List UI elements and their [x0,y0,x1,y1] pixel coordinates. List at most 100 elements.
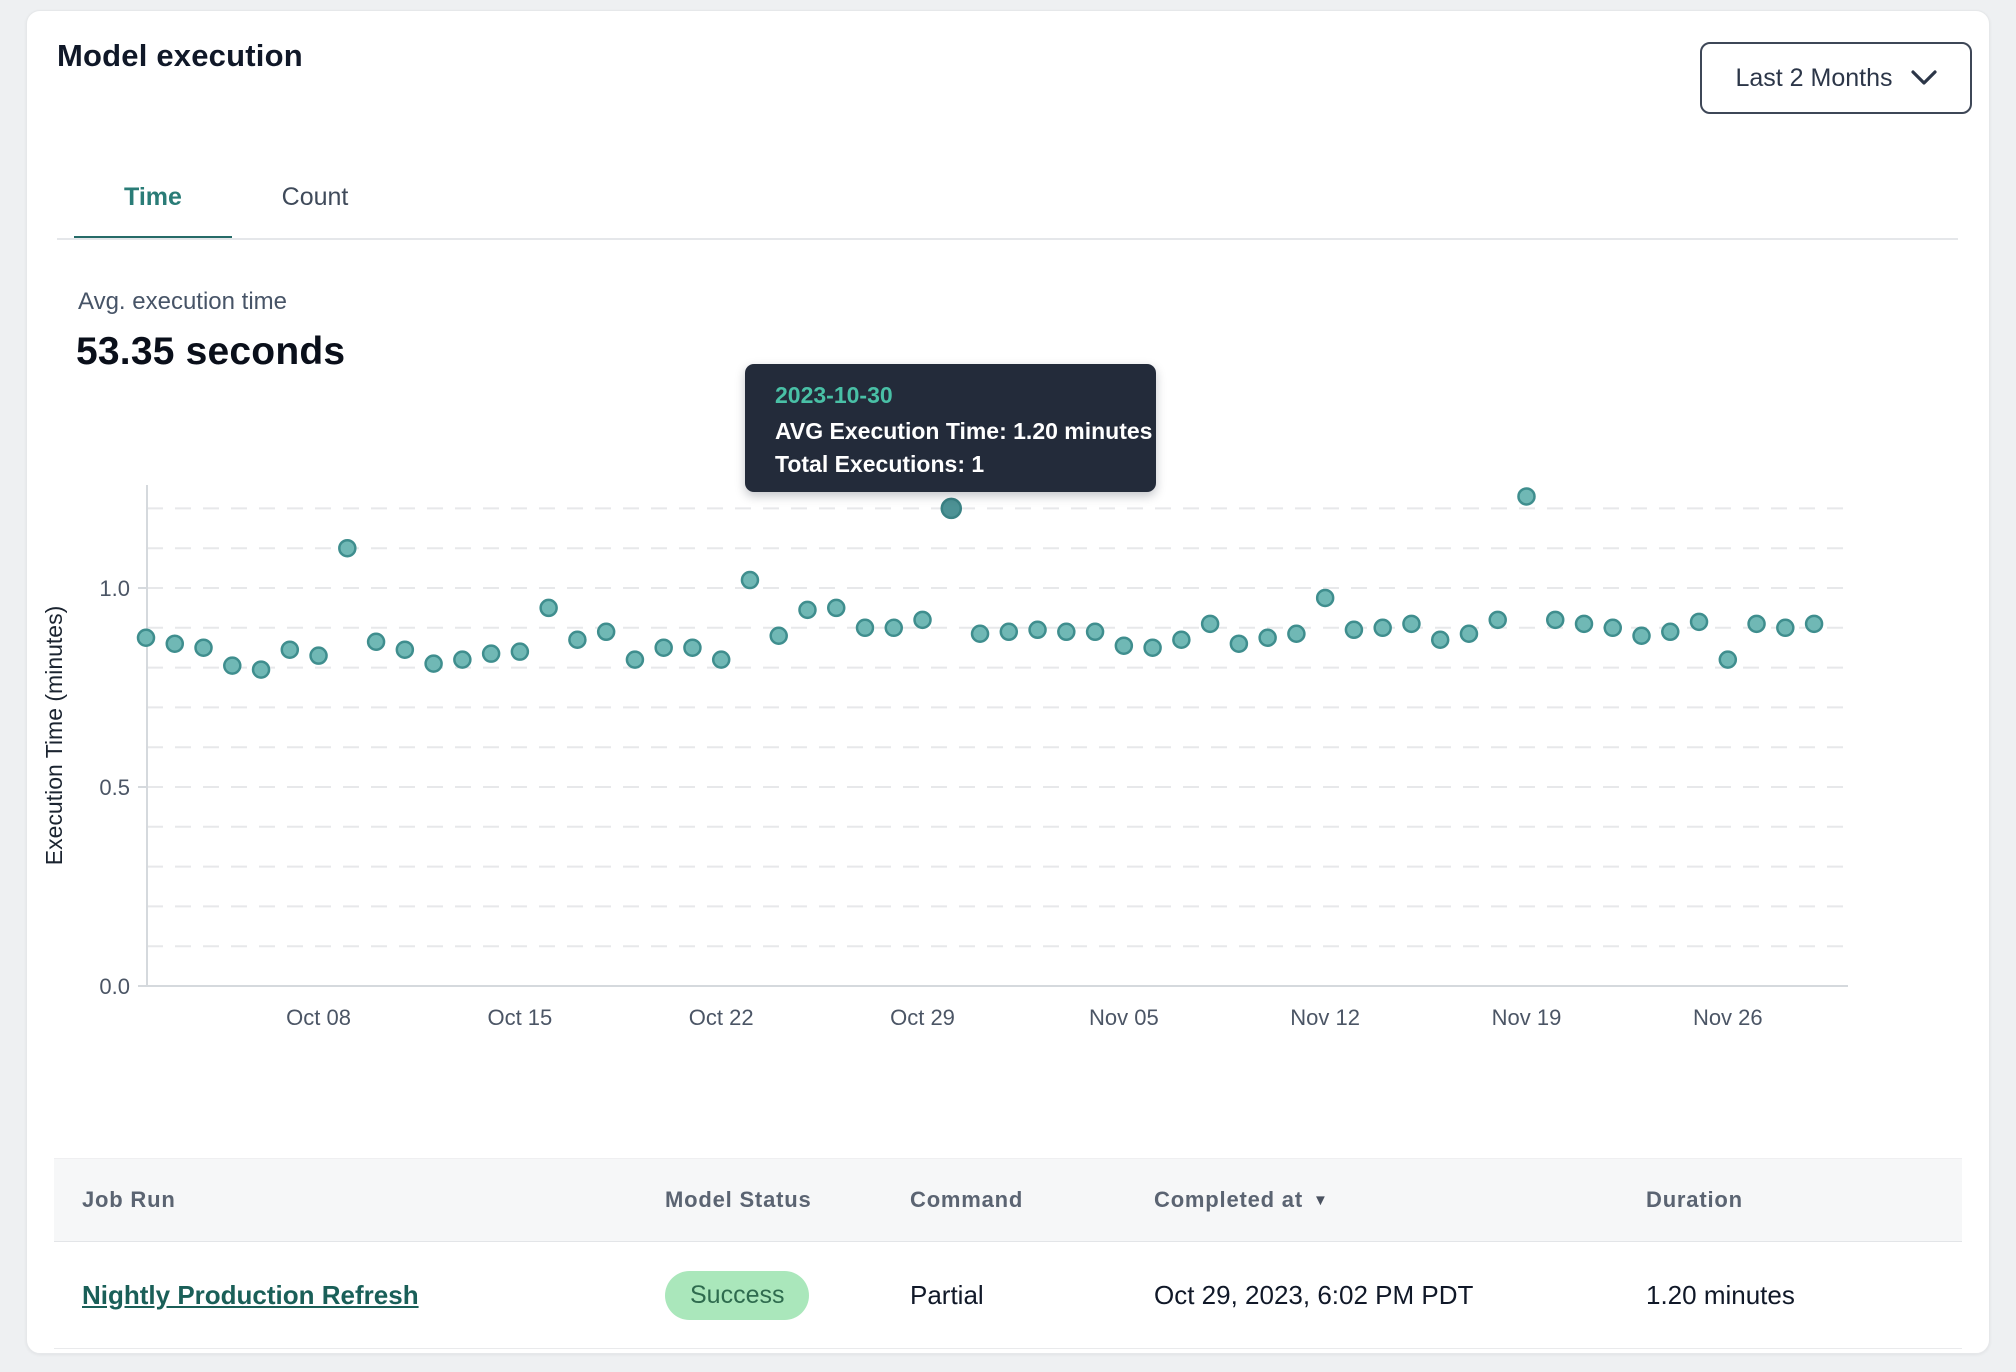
data-point[interactable] [740,570,760,590]
data-point[interactable] [1603,618,1623,638]
data-point[interactable] [683,638,702,657]
completed-at-cell: Oct 29, 2023, 6:02 PM PDT [1154,1279,1474,1310]
duration-cell: 1.20 minutes [1646,1279,1795,1310]
x-tick-label: Nov 19 [1492,1005,1562,1030]
tooltip-total-executions: Total Executions: 1 [775,451,985,477]
data-point[interactable] [510,642,530,661]
data-point[interactable] [1373,618,1392,638]
data-point[interactable] [1229,634,1249,653]
data-point[interactable] [1258,628,1277,647]
job-runs-table: Job Run Model Status Command Completed a… [54,1158,1962,1349]
data-point[interactable] [539,598,558,618]
data-point[interactable] [1574,614,1594,634]
data-point[interactable] [1747,614,1766,634]
column-header-completed-at[interactable]: Completed at ▼ [1154,1187,1646,1213]
page-title: Model execution [57,38,303,73]
tab-time-label: Time [124,183,182,211]
tab-count[interactable]: Count [255,183,375,212]
data-point[interactable] [309,646,328,665]
date-range-label: Last 2 Months [1735,63,1893,92]
x-tick-label: Nov 12 [1290,1005,1360,1030]
x-tick-label: Oct 22 [689,1005,754,1030]
column-header-job-run[interactable]: Job Run [82,1187,176,1212]
x-tick-label: Oct 08 [286,1005,351,1030]
tab-count-label: Count [281,183,349,211]
data-point[interactable] [1057,622,1076,642]
data-point[interactable] [884,618,904,638]
data-point[interactable] [1172,630,1191,649]
data-point[interactable] [855,618,875,638]
x-tick-label: Oct 15 [487,1005,552,1030]
data-point[interactable] [165,634,185,653]
data-point[interactable] [625,650,645,669]
data-point[interactable] [136,628,156,647]
data-point[interactable] [596,622,616,642]
scatter-plot: 0.0 0.5 1.0 Execution Time (minutes) Oct 08 O… [41,485,1848,1030]
data-point[interactable] [1114,636,1134,655]
data-point[interactable] [568,630,587,649]
data-point[interactable] [280,640,300,659]
avg-execution-time-label: Avg. execution time [78,288,288,315]
column-header-command[interactable]: Command [910,1187,1024,1212]
data-point[interactable] [1689,612,1709,632]
execution-time-scatter-chart: 0.0 0.5 1.0 Execution Time (minutes) Oct 08 O… [0,460,2016,1072]
data-point[interactable] [1804,614,1824,634]
data-point[interactable] [1488,610,1507,630]
data-point[interactable] [970,624,990,644]
x-tick-label: Oct 29 [890,1005,955,1030]
data-point[interactable] [1200,614,1220,634]
data-point[interactable] [1776,618,1795,638]
data-point[interactable] [1028,620,1047,640]
y-tick-label: 0.5 [99,775,130,800]
model-status-cell: Success [665,1270,910,1320]
column-header-duration[interactable]: Duration [1646,1187,1743,1212]
tooltip-avg-execution-time: AVG Execution Time: 1.20 minutes [775,418,1153,444]
data-point[interactable] [1344,620,1364,640]
data-point[interactable] [1143,638,1162,657]
data-point[interactable] [1632,626,1651,646]
chart-tooltip: 2023-10-30 AVG Execution Time: 1.20 minu… [745,364,1156,492]
data-point[interactable] [395,640,415,659]
data-point[interactable] [1545,610,1565,630]
chevron-down-icon [1910,70,1937,86]
data-point[interactable] [1517,487,1536,506]
data-point[interactable] [251,660,271,679]
data-point[interactable] [711,650,731,669]
data-point[interactable] [194,638,213,657]
model-execution-card [26,10,1990,1354]
date-range-dropdown[interactable]: Last 2 Months [1700,42,1972,114]
data-point[interactable] [1315,588,1335,608]
sort-desc-icon: ▼ [1312,1192,1329,1209]
data-point[interactable] [798,600,817,620]
data-point[interactable] [481,644,501,663]
tabs-divider [57,238,1958,240]
data-point[interactable] [999,622,1019,642]
data-point[interactable] [338,538,357,558]
data-point[interactable] [1459,624,1479,644]
data-point[interactable] [1287,624,1306,644]
data-point[interactable] [1430,630,1450,649]
tab-time[interactable]: Time [74,183,232,240]
table-header-row: Job Run Model Status Command Completed a… [54,1158,1962,1242]
job-run-link[interactable]: Nightly Production Refresh [82,1279,419,1310]
data-point[interactable] [424,654,443,673]
data-point[interactable] [913,610,932,630]
data-point[interactable] [1085,622,1105,642]
data-point[interactable] [1718,650,1738,669]
data-point[interactable] [1402,614,1421,634]
table-row: Nightly Production Refresh Success Parti… [54,1242,1962,1349]
y-axis-title: Execution Time (minutes) [41,606,67,865]
data-point[interactable] [769,626,788,646]
status-badge: Success [665,1270,810,1320]
data-point[interactable] [654,638,673,657]
data-point[interactable] [826,598,846,618]
data-point[interactable] [223,656,242,675]
column-header-model-status[interactable]: Model Status [665,1187,812,1212]
data-point[interactable] [453,650,472,669]
data-point[interactable] [1661,622,1680,642]
data-point-highlighted[interactable] [940,497,963,520]
x-tick-label: Nov 26 [1693,1005,1763,1030]
x-tick-label: Nov 05 [1089,1005,1159,1030]
data-point[interactable] [366,632,386,651]
